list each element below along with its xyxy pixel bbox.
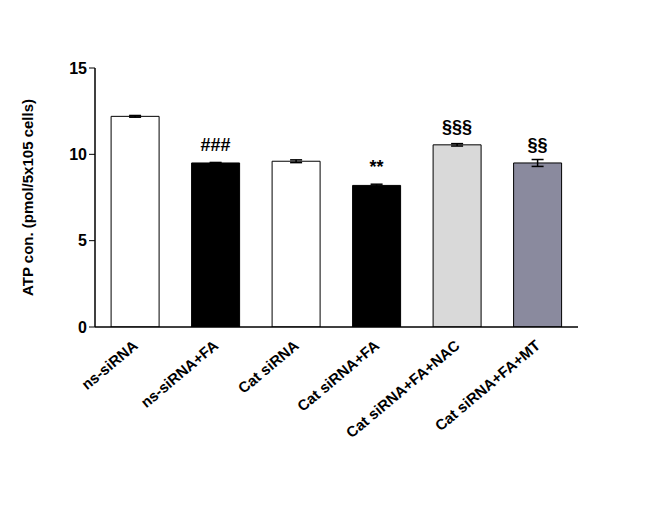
svg-text:5: 5	[78, 232, 87, 249]
svg-text:Cat siRNA+FA+MT: Cat siRNA+FA+MT	[431, 336, 543, 434]
svg-text:ns-siRNA+FA: ns-siRNA+FA	[137, 336, 221, 410]
svg-text:§§§: §§§	[442, 117, 472, 137]
svg-text:Cat siRNA+FA+NAC: Cat siRNA+FA+NAC	[342, 336, 463, 442]
svg-text:Cat siRNA+FA: Cat siRNA+FA	[294, 336, 383, 414]
svg-text:10: 10	[69, 146, 87, 163]
svg-text:ns-siRNA: ns-siRNA	[78, 336, 141, 393]
svg-text:§§: §§	[528, 135, 548, 155]
svg-text:Cat siRNA: Cat siRNA	[235, 336, 302, 396]
svg-text:**: **	[370, 157, 384, 177]
svg-text:15: 15	[69, 60, 87, 77]
svg-text:###: ###	[201, 135, 231, 155]
svg-text:ATP con. (pmol/5x105 cells): ATP con. (pmol/5x105 cells)	[19, 99, 36, 296]
svg-text:0: 0	[78, 319, 87, 336]
